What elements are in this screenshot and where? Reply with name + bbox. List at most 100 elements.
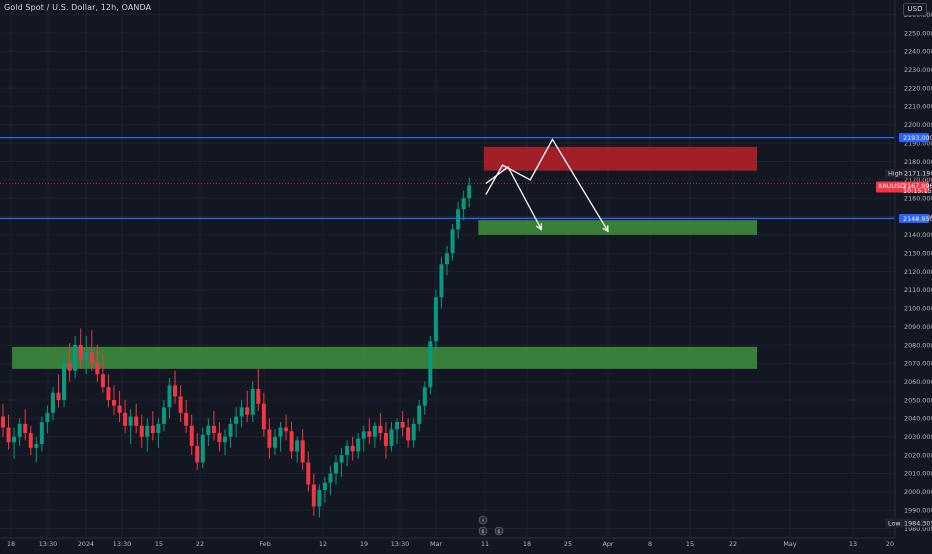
candle-body <box>439 264 444 298</box>
candle <box>123 400 128 434</box>
low-badge <box>885 518 929 528</box>
price-tick-label: 2080.000 <box>904 341 932 349</box>
event-icon-circle <box>494 526 504 536</box>
price-tick-label: 2120.000 <box>904 268 932 276</box>
candle-body <box>1 416 5 428</box>
candle <box>117 390 122 423</box>
economic-event-icon[interactable]: ⚡ <box>478 515 488 525</box>
candle <box>361 425 366 452</box>
candle-body <box>334 462 338 474</box>
candle <box>417 400 422 432</box>
time-tick-label: 19 <box>360 540 368 548</box>
candle-body <box>89 352 94 364</box>
candle <box>184 400 189 434</box>
candle-body <box>134 416 139 426</box>
candle-body <box>34 444 39 448</box>
candle-body <box>156 423 161 434</box>
arrowhead <box>602 225 609 233</box>
price-tick-label: 2190.000 <box>904 139 932 147</box>
candle <box>239 400 244 428</box>
candle <box>406 418 411 448</box>
candle <box>178 385 183 423</box>
candle <box>195 433 200 470</box>
price-tick-label: 2220.000 <box>904 84 932 92</box>
candle <box>461 190 466 221</box>
candle <box>372 422 377 448</box>
price-tick-label: 2240.000 <box>904 48 932 56</box>
candle-body <box>112 400 116 406</box>
candle-body <box>28 433 33 448</box>
price-tick-label: 2250.000 <box>904 29 932 37</box>
candle <box>422 381 427 415</box>
time-tick-label: 11 <box>481 540 489 548</box>
economic-event-icon[interactable]: $ <box>494 526 504 536</box>
candle-body <box>322 482 327 490</box>
candle-body <box>123 412 128 426</box>
level-price-label: 2148.950 <box>903 215 932 223</box>
candle-body <box>361 431 366 439</box>
candle-body <box>456 209 461 230</box>
candle <box>73 335 78 379</box>
price-tick-label: 2020.000 <box>904 451 932 459</box>
candle <box>295 436 300 463</box>
candle <box>156 418 161 448</box>
candle <box>300 429 305 470</box>
candle <box>106 374 111 408</box>
candle-body <box>73 344 78 371</box>
candle <box>6 414 11 450</box>
candle-body <box>100 374 105 388</box>
candle <box>345 440 350 467</box>
candle <box>250 381 255 423</box>
price-tick-label: 2230.000 <box>904 66 932 74</box>
candle-body <box>17 423 22 437</box>
candle-body <box>339 455 344 463</box>
currency-selector[interactable]: USD <box>903 3 927 16</box>
level-price-label: 2193.000 <box>903 134 932 142</box>
price-tick-label: 2110.000 <box>904 286 932 294</box>
price-tick-label: 2030.000 <box>904 433 932 441</box>
candle-body <box>400 422 405 428</box>
economic-event-icon[interactable]: $ <box>478 526 488 536</box>
time-tick-label: 15 <box>686 540 694 548</box>
candle-body <box>217 433 222 443</box>
candle-body <box>178 396 183 413</box>
candle <box>322 477 327 503</box>
price-tick-label: 2100.000 <box>904 305 932 313</box>
candle <box>367 418 372 445</box>
low-label: Low <box>888 519 901 527</box>
candle-body <box>450 229 455 254</box>
candle-body <box>461 198 466 210</box>
candle-body <box>67 363 72 371</box>
event-icon-glyph: $ <box>481 529 484 535</box>
time-tick-label: Apr <box>602 540 613 548</box>
candle <box>356 433 361 459</box>
time-tick-label: May <box>783 540 796 548</box>
candle <box>428 335 433 395</box>
candle <box>173 370 178 404</box>
time-tick-label: 13 <box>849 540 857 548</box>
candle <box>228 418 233 448</box>
candle-body <box>467 185 472 199</box>
candle-body <box>228 423 233 437</box>
candle <box>467 177 472 208</box>
candle <box>128 409 133 445</box>
candle-body <box>6 427 11 443</box>
candle-body <box>411 423 416 441</box>
candle <box>223 429 227 456</box>
time-tick-label: 12 <box>319 540 327 548</box>
candle <box>67 343 72 382</box>
candle-body <box>367 431 372 437</box>
candle-body <box>223 436 227 443</box>
candle <box>206 418 211 446</box>
candle-body <box>62 363 67 401</box>
price-tick-label: 2140.000 <box>904 231 932 239</box>
candle-body <box>289 431 294 452</box>
candle-body <box>139 425 144 437</box>
candle-body <box>317 489 322 507</box>
candle-body <box>445 253 449 265</box>
current-symbol-label: XAUUSD <box>878 182 905 190</box>
symbol-title[interactable]: Gold Spot / U.S. Dollar, 12h, OANDA <box>4 3 152 12</box>
candle <box>383 422 388 459</box>
